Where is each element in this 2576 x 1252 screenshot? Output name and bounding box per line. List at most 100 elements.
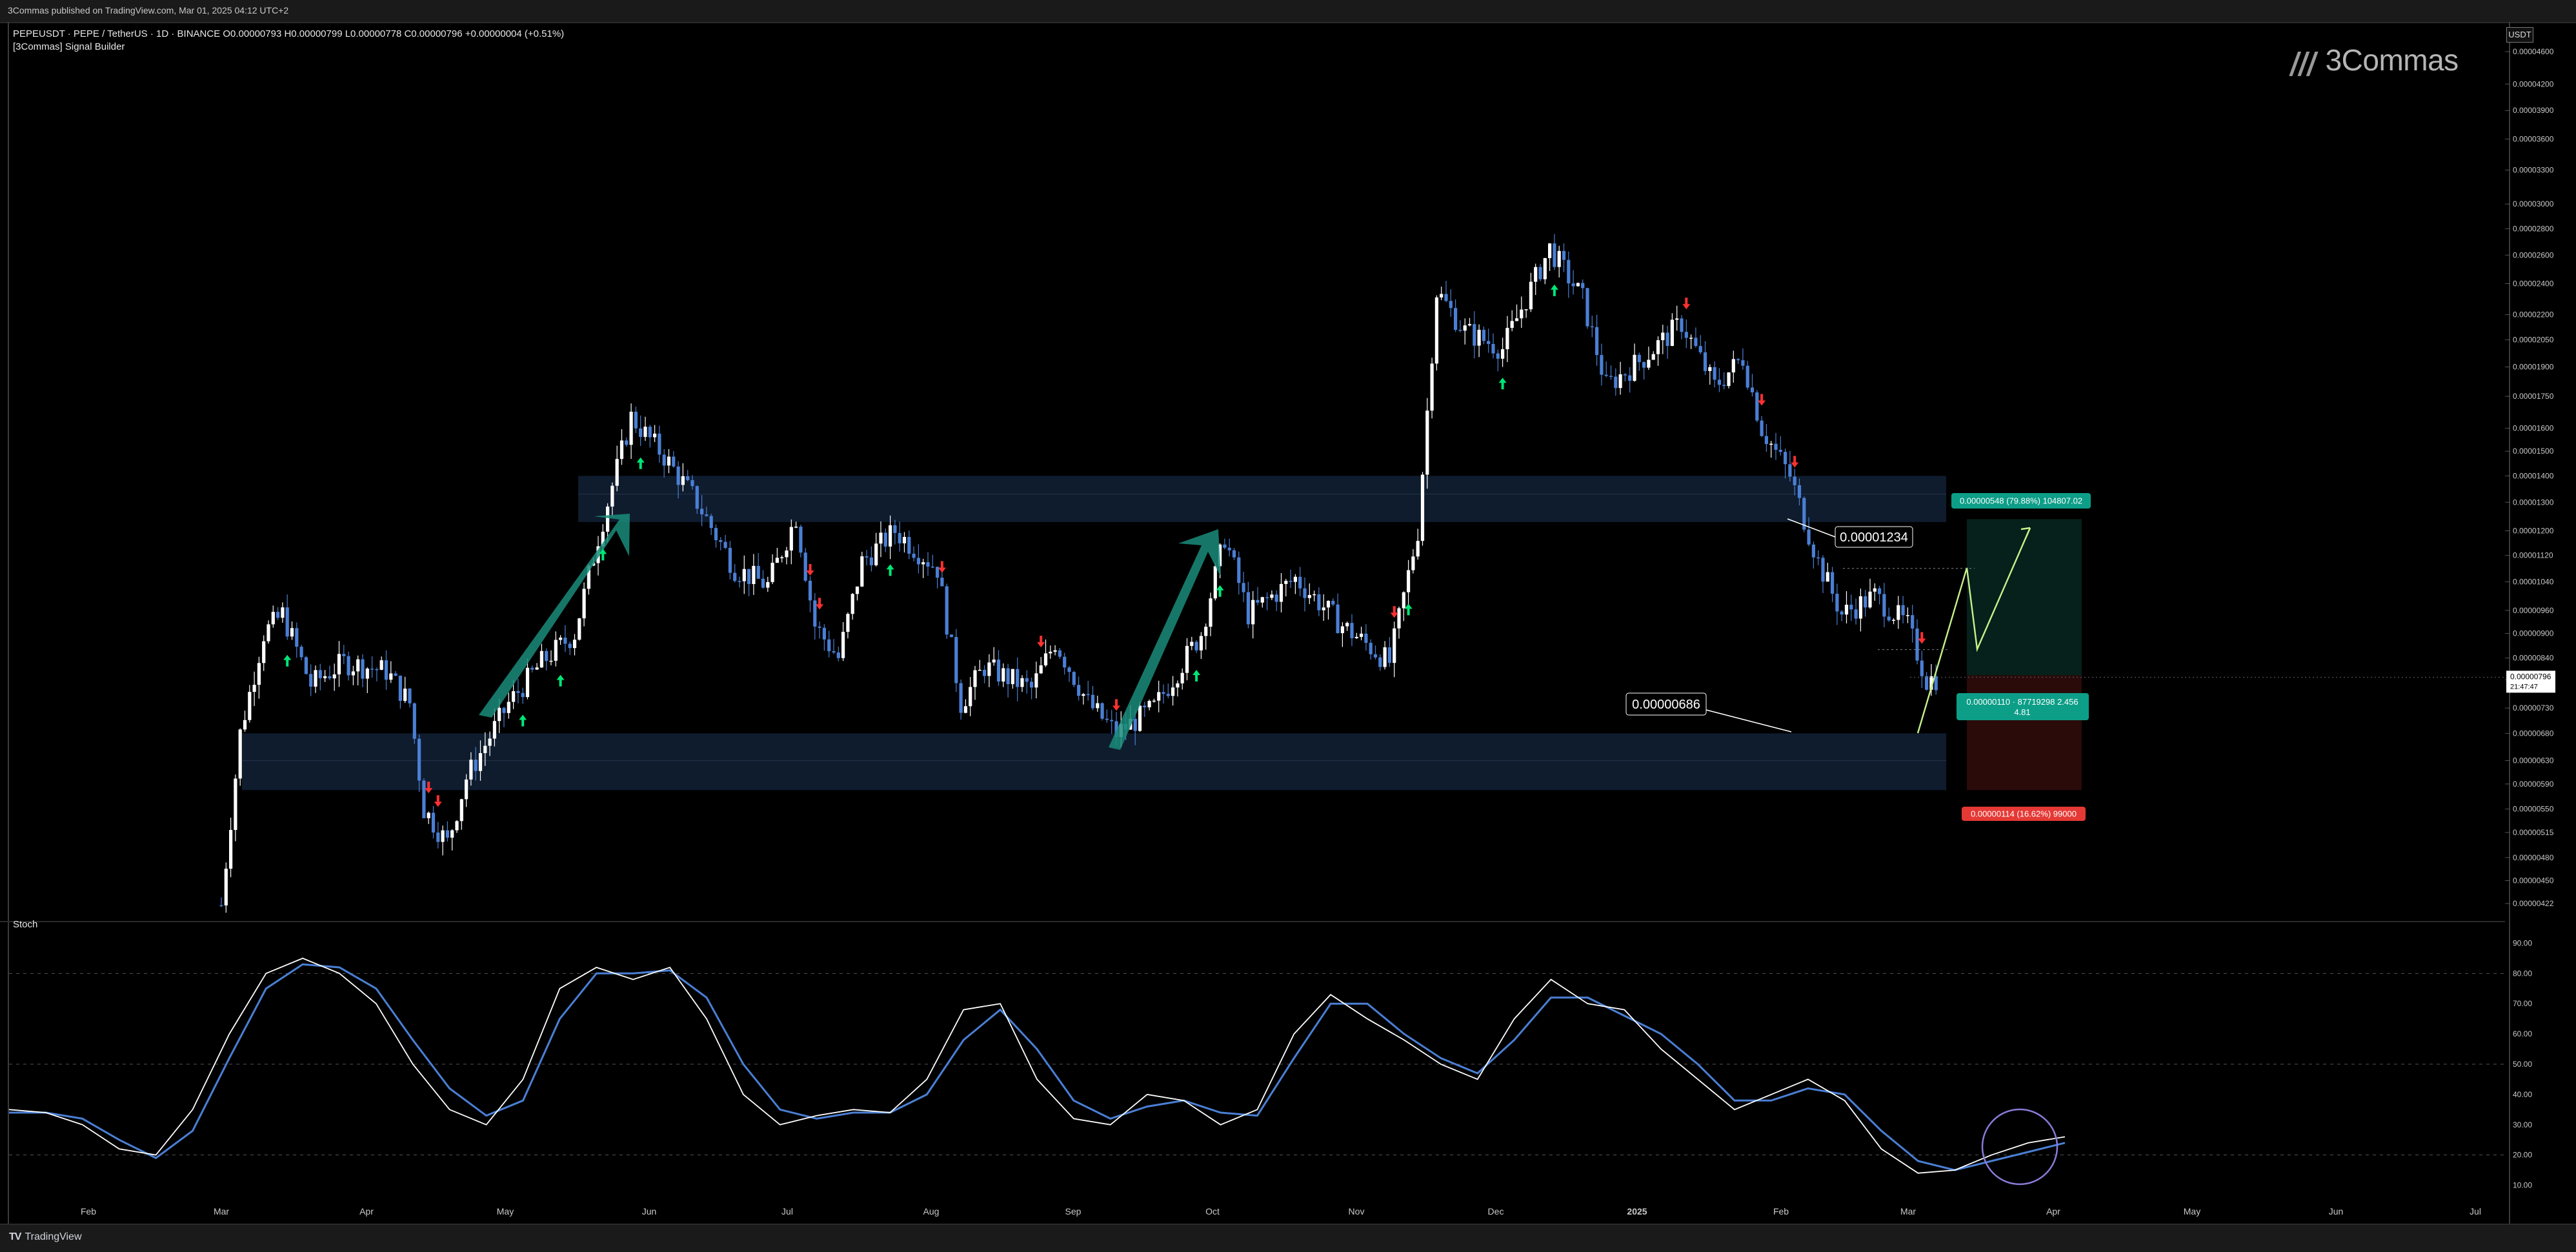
candle-body (1816, 557, 1820, 559)
candle-body (1623, 374, 1627, 376)
candle-body (1227, 547, 1231, 550)
candle-body (808, 580, 812, 601)
zones-layer (242, 476, 1946, 791)
candle-body (1218, 544, 1222, 567)
candle-body (1265, 597, 1269, 598)
candle-body (578, 618, 581, 640)
candle-body (1138, 705, 1142, 731)
candle-body (606, 506, 610, 532)
candle-body (512, 691, 516, 702)
publisher-bar: 3Commas published on TradingView.com, Ma… (0, 0, 2576, 23)
candle-body (1929, 676, 1933, 690)
candle-body (813, 600, 817, 627)
candle-body (314, 670, 317, 687)
candle-body (747, 569, 751, 584)
candle-body (229, 830, 233, 869)
candle-body (1505, 328, 1509, 350)
support-zone (242, 733, 1946, 791)
candle-body (1698, 346, 1702, 352)
candle-body (1774, 443, 1778, 450)
candle-body (1755, 392, 1759, 421)
stoch-tick-label: 10.00 (2513, 1181, 2532, 1190)
candle-body (1689, 338, 1693, 339)
stoch-tick-label: 80.00 (2513, 969, 2532, 978)
price-tick-label: 0.00003300 (2513, 166, 2554, 175)
currency-button[interactable]: USDT (2506, 27, 2533, 43)
price-tick-label: 0.00001200 (2513, 527, 2554, 536)
stoch-label[interactable]: Stoch (13, 919, 38, 930)
indicator-legend[interactable]: [3Commas] Signal Builder (13, 41, 125, 52)
candle-body (572, 640, 577, 649)
candle-body (695, 486, 699, 509)
candle-body (1764, 436, 1768, 445)
buy-signal-icon (1192, 670, 1201, 682)
candle-body (370, 668, 374, 670)
candle-body (1303, 588, 1307, 598)
candle-body (1072, 672, 1076, 685)
candle-body (418, 738, 421, 781)
candle-body (1326, 600, 1331, 608)
price-tick-label: 0.00002600 (2513, 250, 2554, 259)
price-tick-label: 0.00004600 (2513, 47, 2554, 56)
candle-body (1778, 449, 1782, 452)
candle-body (1802, 498, 1806, 530)
candle-body (889, 525, 892, 547)
brand-logo: |||3Commas (2287, 43, 2459, 77)
candle-body (1350, 623, 1354, 638)
candle-body (1049, 651, 1052, 654)
candle-body (412, 703, 416, 739)
sell-signal-icon (434, 795, 442, 807)
price-tick-label: 0.00000840 (2513, 654, 2554, 663)
candle-body (1651, 354, 1655, 360)
stoch-tick-label: 20.00 (2513, 1151, 2532, 1160)
candle-body (568, 643, 572, 649)
buy-signal-icon (1498, 378, 1507, 390)
candle-body (1354, 636, 1358, 638)
candle-body (1449, 301, 1453, 308)
brand-logo-text: 3Commas (2325, 43, 2459, 77)
candle-body (1180, 672, 1184, 683)
candle-body (1213, 566, 1217, 599)
candle-body (1548, 243, 1552, 258)
candle-body (252, 685, 256, 692)
candle-body (1157, 692, 1161, 701)
candle-body (347, 656, 350, 676)
tradingview-logo[interactable]: TV TradingView (9, 1231, 82, 1243)
candle-body (709, 516, 713, 529)
candle-body (1284, 581, 1288, 584)
candle-body (450, 830, 454, 838)
candle-body (1105, 718, 1109, 720)
candle-body (1797, 485, 1802, 498)
time-tick-label: Mar (214, 1206, 229, 1217)
candle-body (1373, 654, 1378, 658)
candle-body (1835, 593, 1839, 612)
candle-body (1520, 309, 1524, 319)
candle-body (389, 673, 393, 680)
tradingview-icon: TV (9, 1231, 21, 1242)
candle-body (267, 624, 270, 641)
candle-body (1039, 665, 1043, 674)
candle-body (1684, 332, 1688, 338)
candle-body (1769, 443, 1773, 445)
candle-body (290, 628, 294, 637)
candle-body (1868, 591, 1872, 608)
buy-signal-icon (886, 564, 894, 576)
sell-signal-icon (1918, 632, 1926, 644)
stoch-panel: 90.00 80.00 70.00 60.00 50.00 40.00 30.00 20.00… (0, 921, 2532, 1190)
candle-body (1237, 557, 1241, 583)
candle-body (723, 541, 727, 548)
buy-signal-icon (283, 654, 292, 667)
price-tick-label: 0.00001750 (2513, 392, 2554, 401)
candle-body (1670, 319, 1674, 347)
candle-body (507, 702, 510, 713)
symbol-legend[interactable]: PEPEUSDT · PEPE / TetherUS · 1D · BINANC… (13, 28, 565, 39)
highlight-circle (1981, 1108, 2058, 1186)
candle-body (921, 562, 925, 565)
candle-body (1491, 344, 1495, 354)
time-tick-label: May (497, 1206, 514, 1217)
candle-body (1223, 544, 1227, 548)
candle-body (224, 869, 228, 905)
candle-body (1289, 581, 1293, 582)
sell-signal-icon (806, 563, 814, 576)
